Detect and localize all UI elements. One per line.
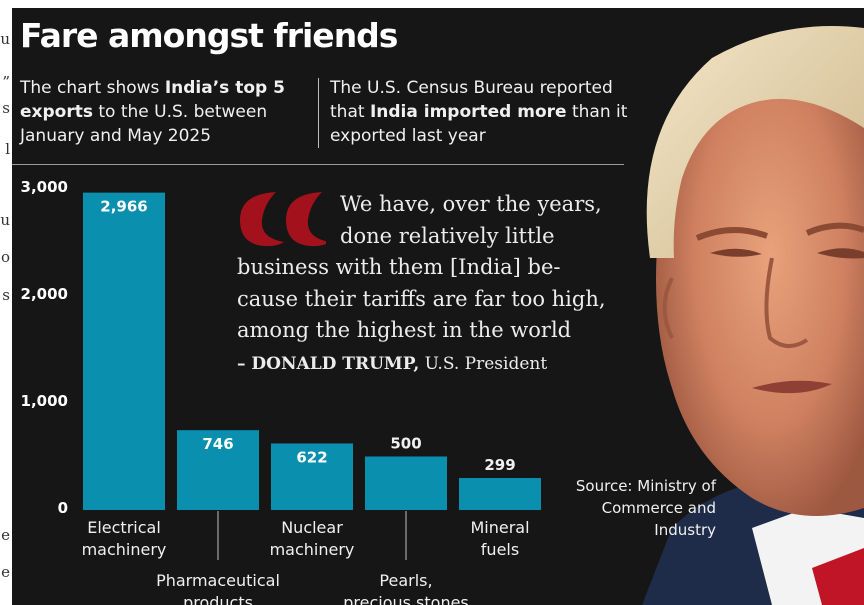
category-label: Pearls, precious stones [343, 571, 469, 605]
bar-value-label: 500 [390, 435, 421, 453]
y-tick-label: 0 [58, 499, 68, 517]
adjacent-page-glyph: l [5, 142, 10, 157]
category-label: Electrical machinery [82, 518, 167, 559]
source-note: Source: Ministry of Commerce and Industr… [575, 477, 716, 539]
infographic-title: Fare amongst friends [20, 16, 398, 55]
quote-line: done relatively little [340, 223, 555, 248]
header-rule [12, 164, 624, 165]
adjacent-page-glyph: u [0, 213, 10, 228]
intro-left-text-2: to the U.S. between January and May 2025 [20, 102, 268, 146]
intro-left-bold: India’s top 5 exports [20, 78, 285, 122]
adjacent-page-glyph: s [2, 101, 10, 116]
census-note: The U.S. Census Bureau reported that Ind… [330, 76, 630, 148]
bar-value-label: 746 [202, 435, 233, 453]
quote-attribution: – DONALD TRUMP, U.S. President [237, 354, 547, 374]
intro-right-text-1: The U.S. Census Bureau reported that [330, 78, 613, 122]
bar [177, 430, 259, 510]
category-label: Nuclear machinery [270, 518, 355, 559]
intro-right-text-2: than it exported last year [330, 102, 628, 146]
quote-speaker-role: U.S. President [419, 354, 548, 374]
bar-value-label: 299 [484, 456, 515, 474]
bar [83, 192, 165, 510]
adjacent-page-glyph: s [2, 288, 10, 303]
y-tick-label: 1,000 [21, 392, 68, 410]
adjacent-page-glyph: u [0, 32, 10, 47]
category-label: Pharmaceutical products [156, 571, 280, 605]
bar [459, 478, 541, 510]
bar [271, 443, 353, 510]
intro-right-bold: India imported more [369, 102, 567, 122]
adjacent-page-glyph: e [1, 528, 10, 543]
adjacent-page-glyph: ” [2, 75, 10, 90]
quote-text: We have, over the years, done relatively… [237, 189, 632, 347]
bar-value-label: 622 [296, 448, 327, 466]
quote-line: business with them [India] be- [237, 255, 561, 279]
adjacent-page-glyph: o [0, 250, 10, 265]
infographic: Fare amongst friends The chart shows Ind… [12, 8, 864, 605]
chart-description: The chart shows India’s top 5 exports to… [20, 76, 310, 148]
quote-line: among the highest in the world [237, 318, 572, 342]
y-tick-label: 2,000 [21, 285, 68, 303]
category-label: Mineral fuels [470, 518, 529, 559]
president-portrait [642, 26, 864, 605]
quote-line: cause their tariffs are far too high, [237, 286, 606, 311]
y-tick-label: 3,000 [21, 178, 68, 196]
intro-divider [318, 78, 319, 148]
bar [365, 456, 447, 510]
quote-speaker: – DONALD TRUMP, [237, 354, 420, 374]
intro-left-text-1: The chart shows [20, 78, 165, 98]
exports-bar-chart: 0 1,000 2,000 3,000 2,966 746 622 500 299 Electri… [21, 178, 541, 605]
quote-icon [240, 192, 326, 247]
quote-line: We have, over the years, [340, 192, 602, 216]
bar-value-label: 2,966 [100, 198, 147, 216]
adjacent-page-glyph: e [1, 565, 10, 580]
